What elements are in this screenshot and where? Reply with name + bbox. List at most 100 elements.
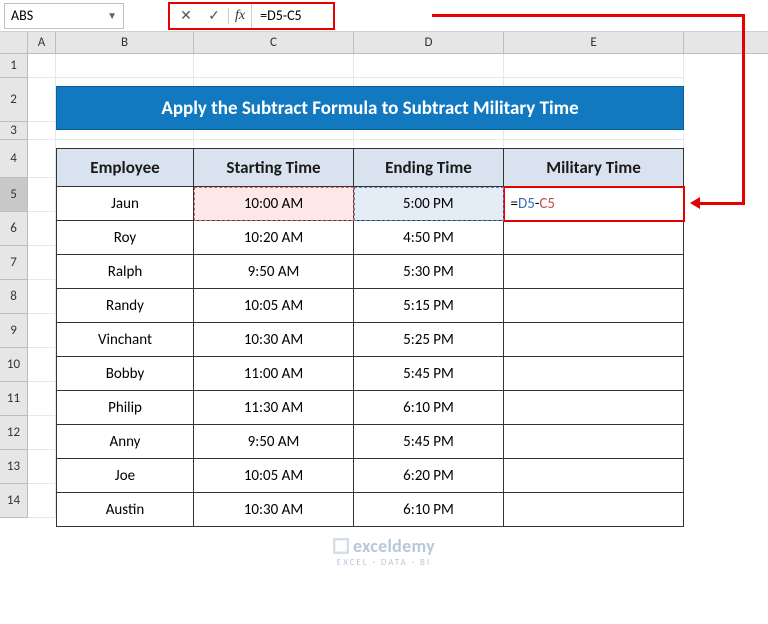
data-table: Employee Starting Time Ending Time Milit…: [56, 148, 685, 527]
grid-cell[interactable]: [28, 54, 56, 78]
grid-cell[interactable]: [28, 484, 56, 518]
confirm-formula-button[interactable]: ✓: [200, 7, 228, 24]
cell-military[interactable]: [504, 425, 684, 459]
col-header-A[interactable]: A: [28, 32, 56, 53]
row-header[interactable]: 5: [0, 178, 28, 212]
row-header[interactable]: 13: [0, 450, 28, 484]
cell-employee[interactable]: Philip: [57, 391, 194, 425]
cell-start[interactable]: 10:30 AM: [194, 493, 354, 527]
grid-cell[interactable]: [28, 122, 56, 140]
row-header[interactable]: 4: [0, 140, 28, 178]
chevron-down-icon[interactable]: ▼: [107, 9, 117, 22]
cell-employee[interactable]: Vinchant: [57, 323, 194, 357]
row-header[interactable]: 9: [0, 314, 28, 348]
name-box[interactable]: ABS ▼: [4, 3, 124, 29]
cell-employee[interactable]: Jaun: [57, 187, 194, 221]
row-header[interactable]: 1: [0, 54, 28, 78]
cell-start[interactable]: 10:05 AM: [194, 289, 354, 323]
cell-end[interactable]: 5:45 PM: [354, 425, 504, 459]
cell-military[interactable]: [504, 493, 684, 527]
grid-cell[interactable]: [28, 140, 56, 178]
formula-text-eq: =: [511, 195, 518, 213]
cell-end[interactable]: 5:45 PM: [354, 357, 504, 391]
page-title: Apply the Subtract Formula to Subtract M…: [56, 86, 684, 130]
row-header[interactable]: 8: [0, 280, 28, 314]
cell-start[interactable]: 11:30 AM: [194, 391, 354, 425]
cell-employee[interactable]: Ralph: [57, 255, 194, 289]
grid-cell[interactable]: [194, 54, 354, 78]
grid-cell[interactable]: [28, 246, 56, 280]
grid-cell[interactable]: [504, 54, 684, 78]
header-employee[interactable]: Employee: [57, 149, 194, 187]
grid-cell[interactable]: [28, 212, 56, 246]
cell-end[interactable]: 5:15 PM: [354, 289, 504, 323]
cell-start[interactable]: 9:50 AM: [194, 255, 354, 289]
cell-start[interactable]: 10:20 AM: [194, 221, 354, 255]
cancel-formula-button[interactable]: ✕: [172, 7, 200, 24]
formula-bar-group: ✕ ✓ fx =D5-C5: [168, 2, 335, 30]
cell-start[interactable]: 9:50 AM: [194, 425, 354, 459]
grid-cell[interactable]: [28, 78, 56, 122]
cell-start[interactable]: 10:30 AM: [194, 323, 354, 357]
cell-end[interactable]: 5:25 PM: [354, 323, 504, 357]
cell-end[interactable]: 5:30 PM: [354, 255, 504, 289]
cell-military[interactable]: [504, 391, 684, 425]
table-row: Roy10:20 AM4:50 PM: [57, 221, 684, 255]
header-end[interactable]: Ending Time: [354, 149, 504, 187]
cell-start[interactable]: 11:00 AM: [194, 357, 354, 391]
fx-icon[interactable]: fx: [228, 8, 251, 24]
column-header-row: A B C D E: [0, 32, 768, 54]
grid-cell[interactable]: [28, 382, 56, 416]
grid-cell[interactable]: [28, 314, 56, 348]
table-row: Jaun 10:00 AM 5:00 PM =D5-C5: [57, 187, 684, 221]
active-cell-E5[interactable]: =D5-C5: [504, 187, 684, 221]
cell-military[interactable]: [504, 221, 684, 255]
cell-employee[interactable]: Bobby: [57, 357, 194, 391]
cell-employee[interactable]: Austin: [57, 493, 194, 527]
grid-cell[interactable]: [28, 450, 56, 484]
header-military[interactable]: Military Time: [504, 149, 684, 187]
formula-input[interactable]: =D5-C5: [251, 4, 331, 28]
row-header[interactable]: 6: [0, 212, 28, 246]
cell-end[interactable]: 6:10 PM: [354, 493, 504, 527]
col-header-B[interactable]: B: [56, 32, 194, 53]
cell-military[interactable]: [504, 459, 684, 493]
cell-employee[interactable]: Anny: [57, 425, 194, 459]
col-header-E[interactable]: E: [504, 32, 684, 53]
grid-cell[interactable]: [28, 178, 56, 212]
grid-cell[interactable]: [354, 54, 504, 78]
row-header[interactable]: 2: [0, 78, 28, 122]
formula-text-ref1: D5: [518, 195, 535, 213]
cell-military[interactable]: [504, 323, 684, 357]
col-header-D[interactable]: D: [354, 32, 504, 53]
cell-employee[interactable]: Joe: [57, 459, 194, 493]
col-header-C[interactable]: C: [194, 32, 354, 53]
row-header[interactable]: 12: [0, 416, 28, 450]
cell-military[interactable]: [504, 289, 684, 323]
row-header[interactable]: 11: [0, 382, 28, 416]
cell-military[interactable]: [504, 357, 684, 391]
cell-end[interactable]: 6:10 PM: [354, 391, 504, 425]
grid-cell[interactable]: [56, 54, 194, 78]
table-row: Anny9:50 AM5:45 PM: [57, 425, 684, 459]
table-row: Joe10:05 AM6:20 PM: [57, 459, 684, 493]
cell-end[interactable]: 6:20 PM: [354, 459, 504, 493]
cell-employee[interactable]: Randy: [57, 289, 194, 323]
cell-end[interactable]: 4:50 PM: [354, 221, 504, 255]
cell-end[interactable]: 5:00 PM: [354, 187, 504, 221]
grid-cell[interactable]: [28, 280, 56, 314]
worksheet: A B C D E 1 2 3 4 5 6 7 8 9 10 11 12 13 …: [0, 32, 768, 518]
cell-start[interactable]: 10:05 AM: [194, 459, 354, 493]
row-header[interactable]: 7: [0, 246, 28, 280]
row-header[interactable]: 3: [0, 122, 28, 140]
select-all-corner[interactable]: [0, 32, 28, 53]
grid-cell[interactable]: [28, 416, 56, 450]
header-start[interactable]: Starting Time: [194, 149, 354, 187]
callout-line: [700, 202, 745, 205]
cell-military[interactable]: [504, 255, 684, 289]
cell-start[interactable]: 10:00 AM: [194, 187, 354, 221]
cell-employee[interactable]: Roy: [57, 221, 194, 255]
row-header[interactable]: 14: [0, 484, 28, 518]
row-header[interactable]: 10: [0, 348, 28, 382]
grid-cell[interactable]: [28, 348, 56, 382]
